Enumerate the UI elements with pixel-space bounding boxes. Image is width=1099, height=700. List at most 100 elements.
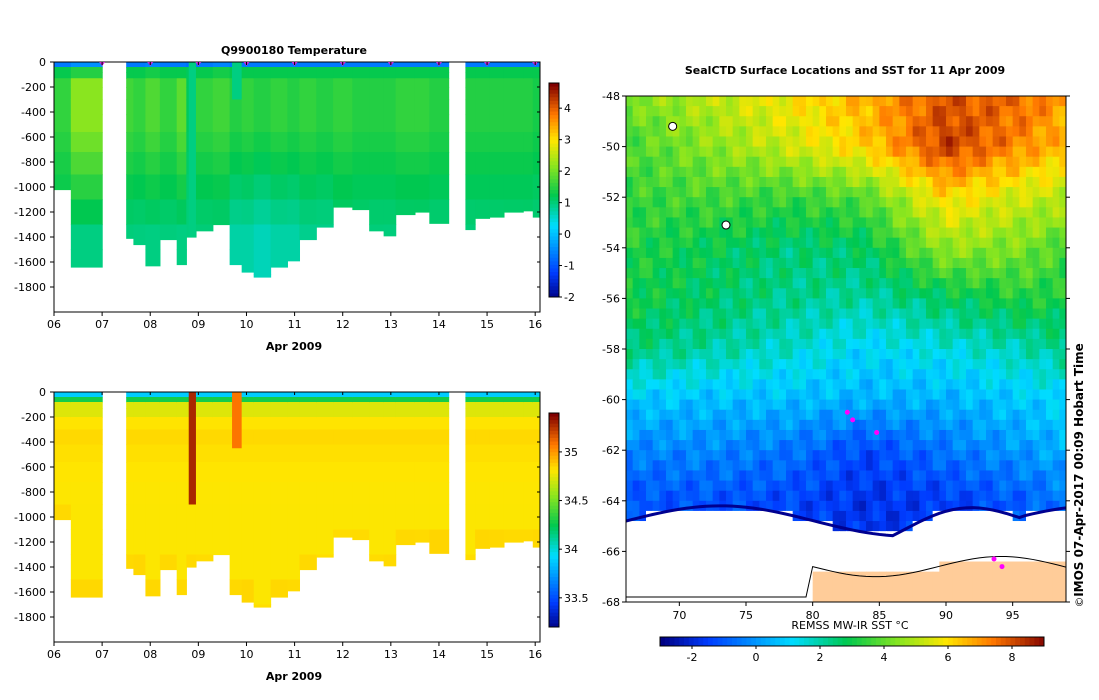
sst-cell: [959, 379, 967, 391]
profile-cell: [532, 87, 540, 101]
profile-cell: [475, 529, 491, 549]
sst-cell: [652, 541, 660, 552]
sst-cell: [946, 429, 954, 441]
sst-cell: [866, 106, 874, 117]
sst-cell: [1006, 308, 1014, 320]
coastline: [626, 555, 1066, 598]
sst-cell: [746, 379, 754, 391]
y-tick-label: -200: [21, 411, 46, 424]
sst-cell: [699, 470, 707, 482]
sst-cell: [972, 96, 980, 107]
sst-cell: [719, 136, 727, 148]
profile-cell: [475, 408, 491, 418]
sst-cell: [919, 288, 927, 299]
profile-cell: [352, 174, 370, 201]
sst-cell: [772, 460, 780, 472]
sst-cell: [726, 257, 734, 269]
colorbar-segment: [549, 200, 559, 205]
sst-cell: [679, 409, 687, 421]
sst-cell: [639, 338, 647, 350]
sst-cell: [786, 176, 794, 188]
sst-cell: [666, 551, 674, 563]
profile-cell: [333, 397, 353, 403]
sst-cell: [939, 298, 947, 310]
sst-cell: [839, 126, 847, 138]
sst-cell: [1012, 389, 1020, 401]
sst-cell: [999, 187, 1007, 198]
sst-cell: [1052, 480, 1060, 492]
sst-cell: [712, 96, 720, 107]
sst-cell: [812, 187, 820, 198]
sst-cell: [846, 96, 854, 107]
sst-cell: [739, 207, 747, 219]
sst-cell: [919, 450, 927, 461]
sst-cell: [852, 257, 860, 269]
sst-cell: [679, 288, 687, 299]
sst-cell: [859, 96, 867, 107]
temperature-title: Q9900180 Temperature: [221, 44, 367, 57]
profile-cell: [287, 392, 301, 398]
sst-cell: [899, 318, 907, 330]
sst-cell: [1019, 571, 1027, 583]
sst-cell: [852, 591, 860, 602]
sst-cell: [972, 460, 980, 472]
sst-cell: [1026, 510, 1034, 522]
sst-cell: [832, 571, 840, 583]
sst-cell: [919, 136, 927, 148]
sst-cell: [706, 419, 714, 431]
sst-cell: [972, 409, 980, 421]
sst-cell: [652, 409, 660, 421]
sst-cell: [912, 116, 920, 127]
sst-cell: [752, 409, 760, 421]
colorbar-segment: [549, 530, 559, 535]
sst-cell: [1052, 470, 1060, 482]
sst-cell: [912, 146, 920, 158]
sst-cell: [872, 581, 880, 593]
sst-cell: [906, 278, 914, 289]
profile-cell: [145, 78, 161, 88]
sst-cell: [739, 389, 747, 401]
sst-cell: [692, 349, 700, 360]
sst-cell: [666, 247, 674, 259]
profile-cell: [133, 87, 147, 101]
sst-cell: [792, 389, 800, 401]
sst-cell: [879, 197, 887, 208]
sst-cell: [726, 409, 734, 421]
sst-cell: [739, 541, 747, 552]
sst-cell: [899, 106, 907, 117]
sst-cell: [1019, 146, 1027, 158]
sst-cell: [646, 389, 654, 401]
sst-cell: [1052, 450, 1060, 461]
sst-cell: [752, 318, 760, 330]
sst-cell: [999, 490, 1007, 502]
sst-cell: [972, 429, 980, 441]
profile-cell: [159, 152, 178, 176]
sst-cell: [626, 379, 634, 391]
sst-cell: [626, 197, 634, 208]
sst-cell: [1026, 197, 1034, 208]
profile-cell: [369, 429, 385, 446]
sst-cell: [692, 288, 700, 299]
profile-cell: [414, 72, 430, 79]
sst-cell: [952, 591, 960, 602]
sst-cell: [632, 480, 640, 492]
sst-cell: [632, 399, 640, 411]
sst-cell: [732, 237, 740, 249]
sst-cell: [852, 328, 860, 340]
sst-cell: [786, 419, 794, 431]
profile-cell: [253, 249, 272, 276]
sst-cell: [806, 349, 814, 360]
sst-cell: [839, 470, 847, 482]
sst-cell: [752, 399, 760, 411]
sst-cell: [926, 551, 934, 563]
sst-cell: [626, 227, 634, 239]
profile-cell: [299, 482, 317, 506]
profile-cell: [270, 132, 288, 153]
sst-cell: [719, 308, 727, 320]
profile-cell: [383, 224, 397, 237]
sst-cell: [712, 440, 720, 451]
map-colorbar-segment: [919, 637, 925, 646]
sst-cell: [712, 227, 720, 239]
profile-cell: [54, 392, 72, 398]
profile-cell: [253, 99, 272, 116]
